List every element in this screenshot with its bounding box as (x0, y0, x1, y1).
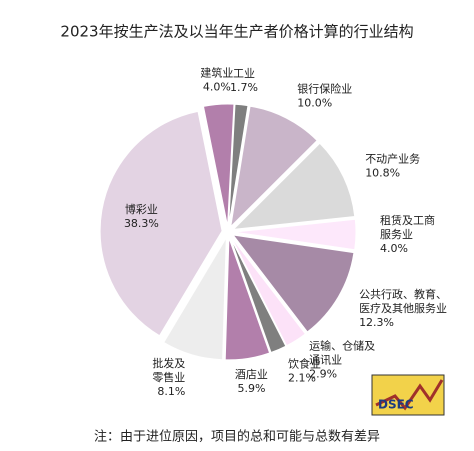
chart-title: 2023年按生产法及以当年生产者价格计算的行业结构 (60, 23, 413, 41)
slice-label: 不动产业务 (365, 152, 420, 166)
slice-label: 租赁及工商服务业 (380, 213, 435, 241)
pie-slice (229, 237, 287, 354)
pie-slice (202, 103, 235, 227)
slice-label: 酒店业 (235, 367, 268, 381)
logo-zigzag (375, 379, 444, 411)
slice-label: 银行保险业 (297, 82, 352, 96)
value-label: 10.0% (297, 97, 332, 110)
pie-slice (232, 234, 355, 333)
value-label: 2.9% (309, 368, 337, 381)
value-label: 8.1% (157, 385, 185, 398)
value-label: 1.7% (230, 81, 258, 94)
pie-slice (229, 105, 318, 229)
pie-slice (233, 218, 357, 251)
slice-label: 运输、仓储及通讯业 (309, 339, 375, 367)
pie-slice (230, 236, 307, 347)
logo-text: DSEC (378, 398, 414, 412)
value-label: 4.0% (203, 80, 231, 93)
value-label: 4.0% (380, 242, 408, 255)
footnote: 注：由于进位原因，项目的总和可能与总数有差异 (94, 429, 380, 445)
slice-label: 建筑业 (200, 65, 233, 79)
pie-slice (163, 235, 227, 361)
slice-label: 工业 (233, 67, 255, 80)
pie-slice (232, 142, 356, 231)
slice-label: 公共行政、教育、医疗及其他服务业 (359, 287, 447, 315)
slice-label: 博彩业 (125, 203, 158, 216)
value-label: 38.3% (124, 217, 159, 230)
value-label: 12.3% (359, 316, 394, 329)
slice-label: 批发及零售业 (152, 356, 185, 384)
pie-slice (99, 110, 223, 337)
value-label: 2.1% (288, 372, 316, 385)
pie-slice (228, 103, 249, 227)
value-label: 5.9% (237, 382, 265, 395)
slice-label: 饮食业 (288, 357, 321, 371)
value-label: 10.8% (365, 167, 400, 180)
pie-slice (224, 237, 271, 361)
